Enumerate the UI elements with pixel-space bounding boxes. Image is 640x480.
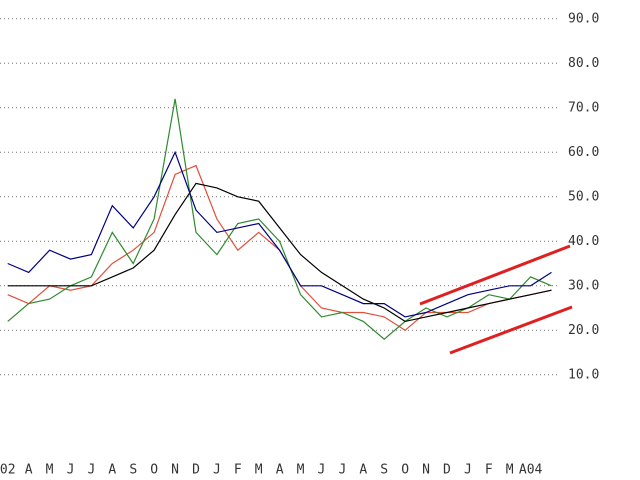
series-line (7, 164, 552, 332)
x-tick-label: J (464, 463, 472, 478)
x-tick-label: F (485, 463, 493, 478)
y-tick-label: 50.0 (568, 189, 599, 204)
trend-line-lower (449, 305, 573, 355)
x-tick-label: 02 (0, 463, 16, 478)
x-tick-label: N (171, 463, 179, 478)
y-tick-label: 90.0 (568, 11, 599, 26)
x-tick-label: J (213, 463, 221, 478)
x-tick-label: F (234, 463, 242, 478)
x-tick-label: M (46, 463, 54, 478)
x-tick-label: S (380, 463, 388, 478)
x-tick-label: J (87, 463, 95, 478)
y-tick-label: 60.0 (568, 145, 599, 160)
x-tick-label: A (359, 463, 367, 478)
x-tick-label: A04 (519, 463, 543, 478)
x-tick-label: M (506, 463, 514, 478)
x-tick-label: O (401, 463, 409, 478)
x-tick-label: D (443, 463, 451, 478)
y-tick-label: 70.0 (568, 100, 599, 115)
series-line (7, 150, 552, 318)
y-tick-label: 40.0 (568, 234, 599, 249)
y-tick-label: 80.0 (568, 56, 599, 71)
x-tick-label: N (422, 463, 430, 478)
x-tick-label: J (318, 463, 326, 478)
series-line (7, 98, 552, 340)
x-tick-label: M (297, 463, 305, 478)
x-tick-label: A (108, 463, 116, 478)
x-tick-label: M (255, 463, 263, 478)
x-tick-label: A (25, 463, 33, 478)
x-tick-label: J (67, 463, 75, 478)
y-tick-label: 30.0 (568, 278, 599, 293)
x-tick-label: A (276, 463, 284, 478)
y-tick-label: 20.0 (568, 323, 599, 338)
x-tick-label: J (338, 463, 346, 478)
series-line (7, 182, 552, 323)
x-tick-label: D (192, 463, 200, 478)
x-tick-label: O (150, 463, 158, 478)
trend-line-upper (419, 244, 571, 306)
y-tick-label: 10.0 (568, 367, 599, 382)
x-tick-label: S (129, 463, 137, 478)
